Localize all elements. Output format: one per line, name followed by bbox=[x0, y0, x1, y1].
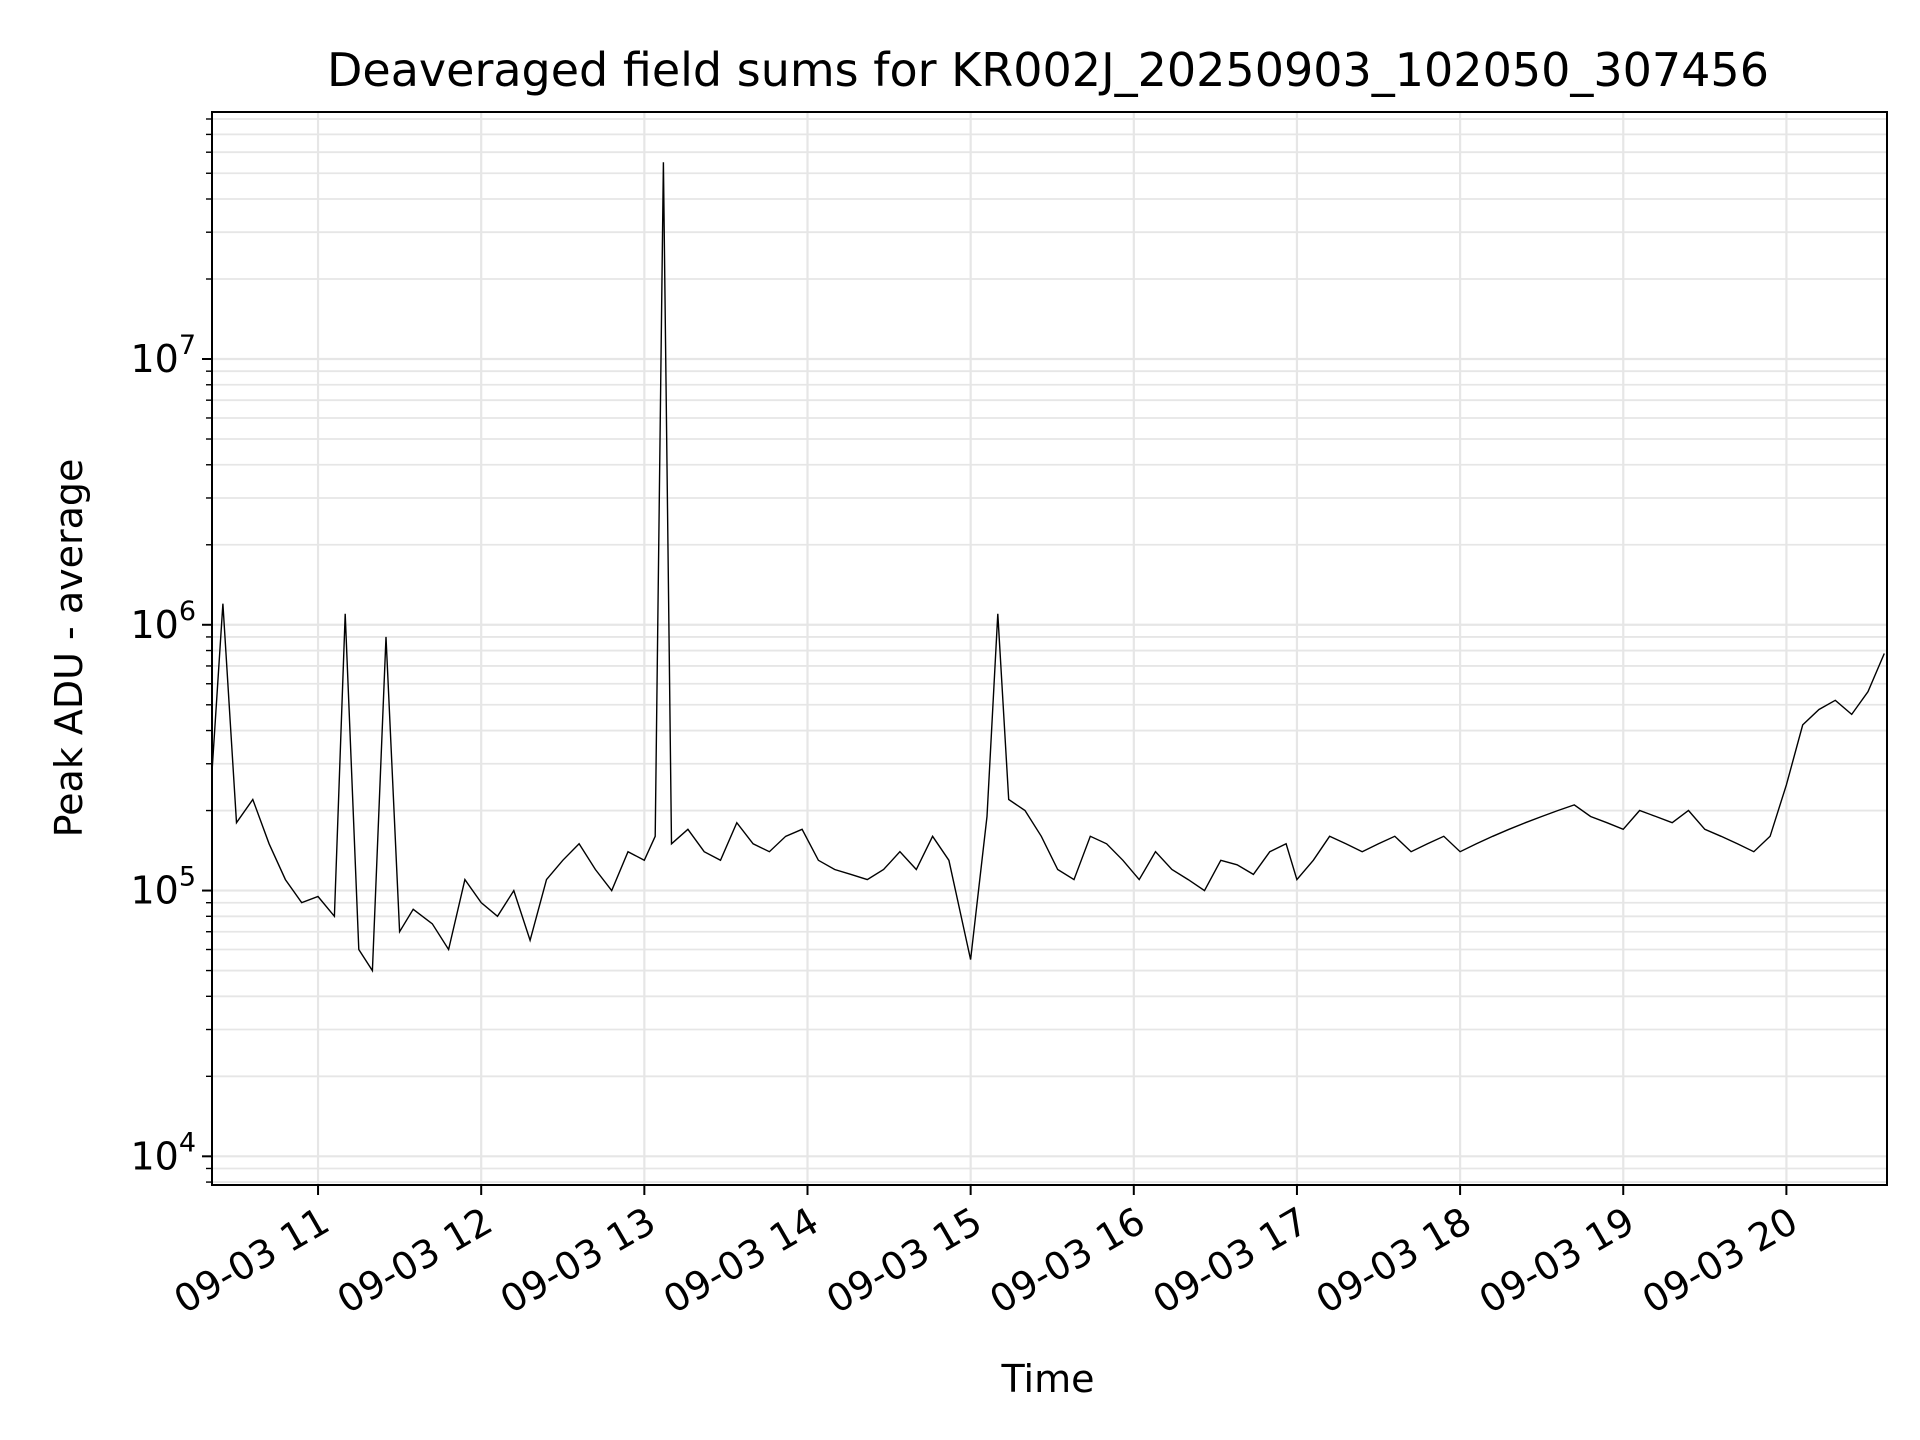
y-tick-label: 105 bbox=[130, 862, 196, 913]
y-tick-label: 104 bbox=[130, 1127, 196, 1178]
x-axis-label: Time bbox=[1001, 1357, 1095, 1401]
plot-frame bbox=[211, 111, 1888, 1186]
y-tick-label: 106 bbox=[130, 596, 196, 647]
series-layer bbox=[211, 162, 1885, 973]
y-axis: 104 105 106 107 bbox=[130, 118, 212, 1183]
grid bbox=[212, 112, 1887, 1185]
y-axis-label: Peak ADU - average bbox=[47, 459, 91, 838]
series-line-0 bbox=[211, 162, 1885, 973]
y-tick-label: 107 bbox=[130, 330, 196, 381]
chart-title: Deaveraged field sums for KR002J_2025090… bbox=[327, 43, 1769, 97]
